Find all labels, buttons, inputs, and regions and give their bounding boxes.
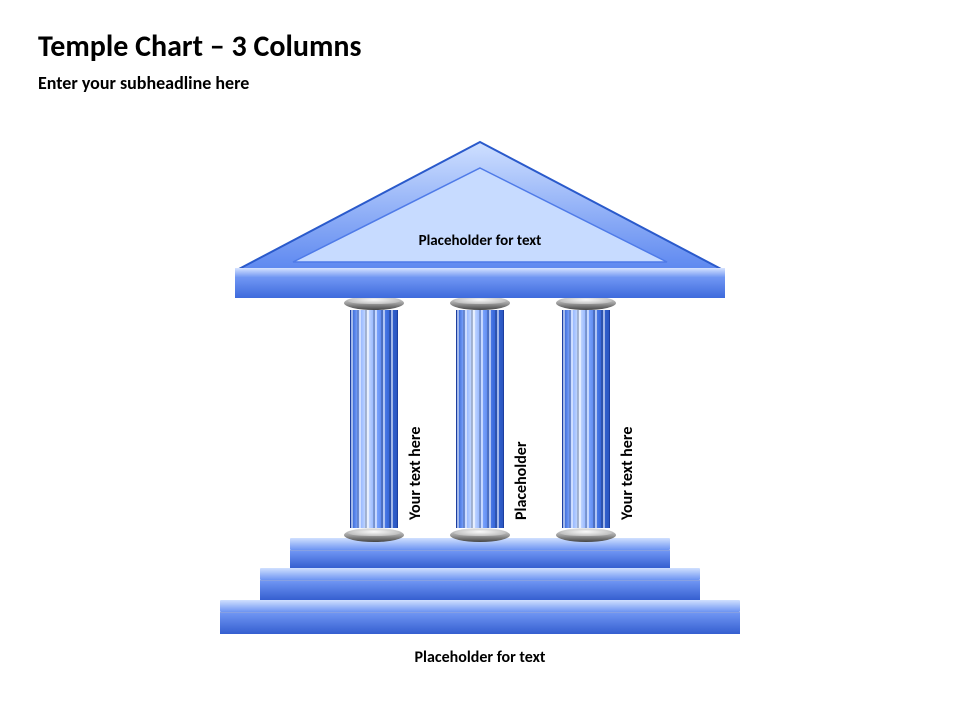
column-3-label: Your text here (618, 427, 637, 520)
column-2-label: Placeholder (512, 441, 531, 520)
column-3 (562, 296, 610, 542)
column-1-label: Your text here (406, 427, 425, 520)
column-2-top-cap (450, 296, 510, 310)
column-3-top-cap (556, 296, 616, 310)
step-3-top (220, 600, 740, 612)
column-1 (350, 296, 398, 542)
roof-pediment (235, 140, 725, 272)
column-1-shaft (350, 310, 398, 528)
page-subtitle: Enter your subheadline here (38, 72, 249, 94)
column-1-bottom-cap (344, 528, 404, 542)
step-2-front (260, 580, 700, 600)
column-2-bottom-cap (450, 528, 510, 542)
roof-label: Placeholder for text (380, 232, 580, 250)
column-3-bottom-cap (556, 528, 616, 542)
column-2-shaft (456, 310, 504, 528)
step-2-top (260, 568, 700, 580)
roof-base-front (235, 278, 725, 298)
temple-diagram: Your text here Placeholder Your text her… (0, 140, 960, 680)
column-3-shaft (562, 310, 610, 528)
base-label: Placeholder for text (415, 648, 546, 667)
column-2 (456, 296, 504, 542)
step-3-front (220, 612, 740, 634)
roof-base-top (235, 268, 725, 278)
column-1-top-cap (344, 296, 404, 310)
step-1-front (290, 550, 670, 568)
page-title: Temple Chart – 3 Columns (38, 28, 361, 65)
